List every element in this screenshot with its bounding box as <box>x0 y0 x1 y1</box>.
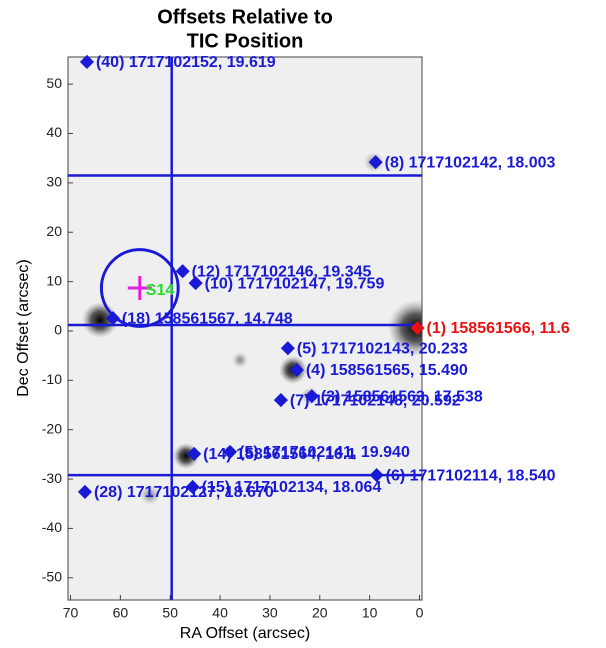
y-tick-label: -20 <box>42 420 62 436</box>
x-tick-label: 20 <box>312 605 328 621</box>
star-label: (5) 1717102143, 20.233 <box>297 340 468 357</box>
offset-circle <box>99 248 180 328</box>
star-marker <box>79 54 95 69</box>
star-label: (7) 1717102148, 20.592 <box>290 392 461 409</box>
star-label: (8) 1717102142, 18.003 <box>385 154 556 171</box>
star-marker <box>368 155 383 170</box>
y-tick-label: 10 <box>46 272 62 288</box>
star-marker <box>273 393 288 408</box>
star-label: (5) 1717102141, 19.940 <box>239 444 410 461</box>
y-tick-label: 30 <box>46 174 62 190</box>
star-marker <box>280 341 295 356</box>
star-label: (1) 158561566, 11.6 <box>427 320 570 337</box>
y-tick-label: 40 <box>46 124 62 140</box>
x-tick-label: 30 <box>262 605 278 621</box>
star-marker <box>105 311 120 326</box>
y-axis-label: Dec Offset (arcsec) <box>15 259 32 397</box>
x-tick-label: 0 <box>416 605 424 621</box>
star-marker <box>185 479 200 495</box>
star-marker <box>77 484 93 499</box>
sky-image <box>68 57 422 600</box>
star-label: (6) 1717102114, 18.540 <box>386 467 556 484</box>
star-marker <box>369 468 384 483</box>
x-tick-label: 70 <box>63 605 79 621</box>
star-label: (3) 158561563, 17.538 <box>321 388 483 405</box>
centroid-cross <box>127 276 152 301</box>
y-tick-label: -10 <box>42 371 62 387</box>
chart-title: Offsets Relative to <box>157 6 333 28</box>
star-marker <box>175 264 190 279</box>
star-label: (10) 1717102147, 19.759 <box>205 275 385 292</box>
y-tick-label: 50 <box>46 75 62 91</box>
star-label: (28) 1717102127, 18.670 <box>94 484 274 501</box>
plot-layer: 70 60 50 40 30 20 10 0 50 40 30 20 10 0 -10 -20 -30 -40 -5… <box>42 54 570 621</box>
x-axis-label: RA Offset (arcsec) <box>180 625 310 642</box>
star-label: (14) 158561564, 16.1 <box>203 446 356 463</box>
centroid-label: S14 <box>146 282 175 299</box>
star-label: (15) 1717102134, 18.064 <box>202 479 382 496</box>
star-label: (18) 158561567, 14.748 <box>122 310 293 327</box>
chart-title: TIC Position <box>187 30 304 52</box>
star-marker <box>304 389 319 404</box>
y-tick-label: -30 <box>42 470 62 486</box>
star-label: (12) 1717102146, 19.345 <box>192 263 372 280</box>
star-label: (40) 1717102152, 19.619 <box>96 54 276 71</box>
x-tick-label: 10 <box>362 605 378 621</box>
star-marker <box>222 444 238 459</box>
star-marker <box>188 276 203 291</box>
x-tick-label: 50 <box>162 605 178 621</box>
star-marker <box>410 320 425 336</box>
star-marker <box>289 362 304 378</box>
x-tick-label: 40 <box>212 605 228 621</box>
y-tick-label: 20 <box>46 223 62 239</box>
star-marker <box>187 446 202 461</box>
x-tick-label: 60 <box>113 605 129 621</box>
star-label: (4) 158561565, 15.490 <box>306 362 468 379</box>
y-tick-label: -50 <box>42 568 62 584</box>
y-tick-label: 0 <box>54 322 62 338</box>
y-tick-label: -40 <box>42 519 62 535</box>
